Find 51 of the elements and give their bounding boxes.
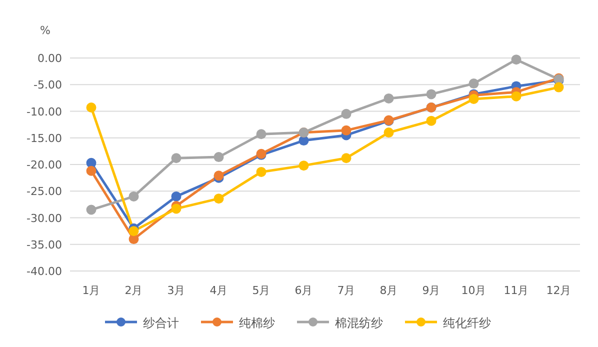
point	[86, 102, 96, 113]
point	[341, 108, 352, 119]
x-tick-label: 4月	[210, 284, 228, 297]
point	[171, 204, 182, 214]
point	[468, 94, 479, 104]
y-tick-label: -20.00	[26, 158, 62, 172]
point	[298, 160, 309, 171]
y-tick-label: -40.00	[26, 265, 62, 278]
point	[384, 93, 394, 104]
x-tick-label: 9月	[422, 284, 440, 297]
x-tick-label: 7月	[337, 284, 356, 297]
x-tick-label: 12月	[546, 284, 572, 297]
point	[511, 91, 522, 102]
x-tick-label: 3月	[167, 284, 186, 297]
x-tick-label: 2月	[124, 284, 143, 297]
x-tick-label: 8月	[380, 284, 398, 297]
point	[214, 194, 224, 204]
x-tick-label: 10月	[461, 284, 486, 297]
y-tick-label: -30.00	[26, 212, 62, 225]
legend-label: 棉混纺纱	[335, 316, 383, 330]
x-tick-label: 1月	[82, 284, 100, 297]
y-tick-label: -35.00	[26, 238, 62, 252]
legend-label: 纯棉纱	[239, 316, 275, 330]
x-tick-label: 5月	[252, 284, 270, 297]
point	[384, 128, 394, 138]
x-tick-label: 6月	[294, 284, 313, 297]
legend-label: 纱合计	[143, 316, 179, 330]
point	[426, 89, 436, 100]
point	[86, 166, 96, 176]
point	[86, 204, 96, 215]
point	[128, 191, 139, 202]
point	[256, 166, 266, 177]
point	[171, 153, 182, 164]
point	[511, 54, 522, 65]
point	[341, 153, 352, 164]
y-tick-label: -10.00	[26, 105, 62, 118]
y-tick-label: 0.00	[38, 52, 62, 65]
point	[214, 152, 224, 162]
x-tick-label: 11月	[504, 284, 529, 297]
y-tick-label: -5.00	[34, 78, 62, 92]
point	[426, 116, 436, 126]
point	[171, 191, 182, 202]
point	[341, 125, 352, 136]
point	[468, 78, 479, 89]
y-tick-label: -15.00	[26, 132, 62, 145]
point	[128, 226, 139, 236]
point	[256, 129, 266, 140]
legend-label: 纯化纤纱	[443, 316, 491, 330]
y-tick-label: -25.00	[26, 185, 62, 198]
y-axis-title: %	[40, 24, 50, 37]
point	[554, 82, 564, 92]
